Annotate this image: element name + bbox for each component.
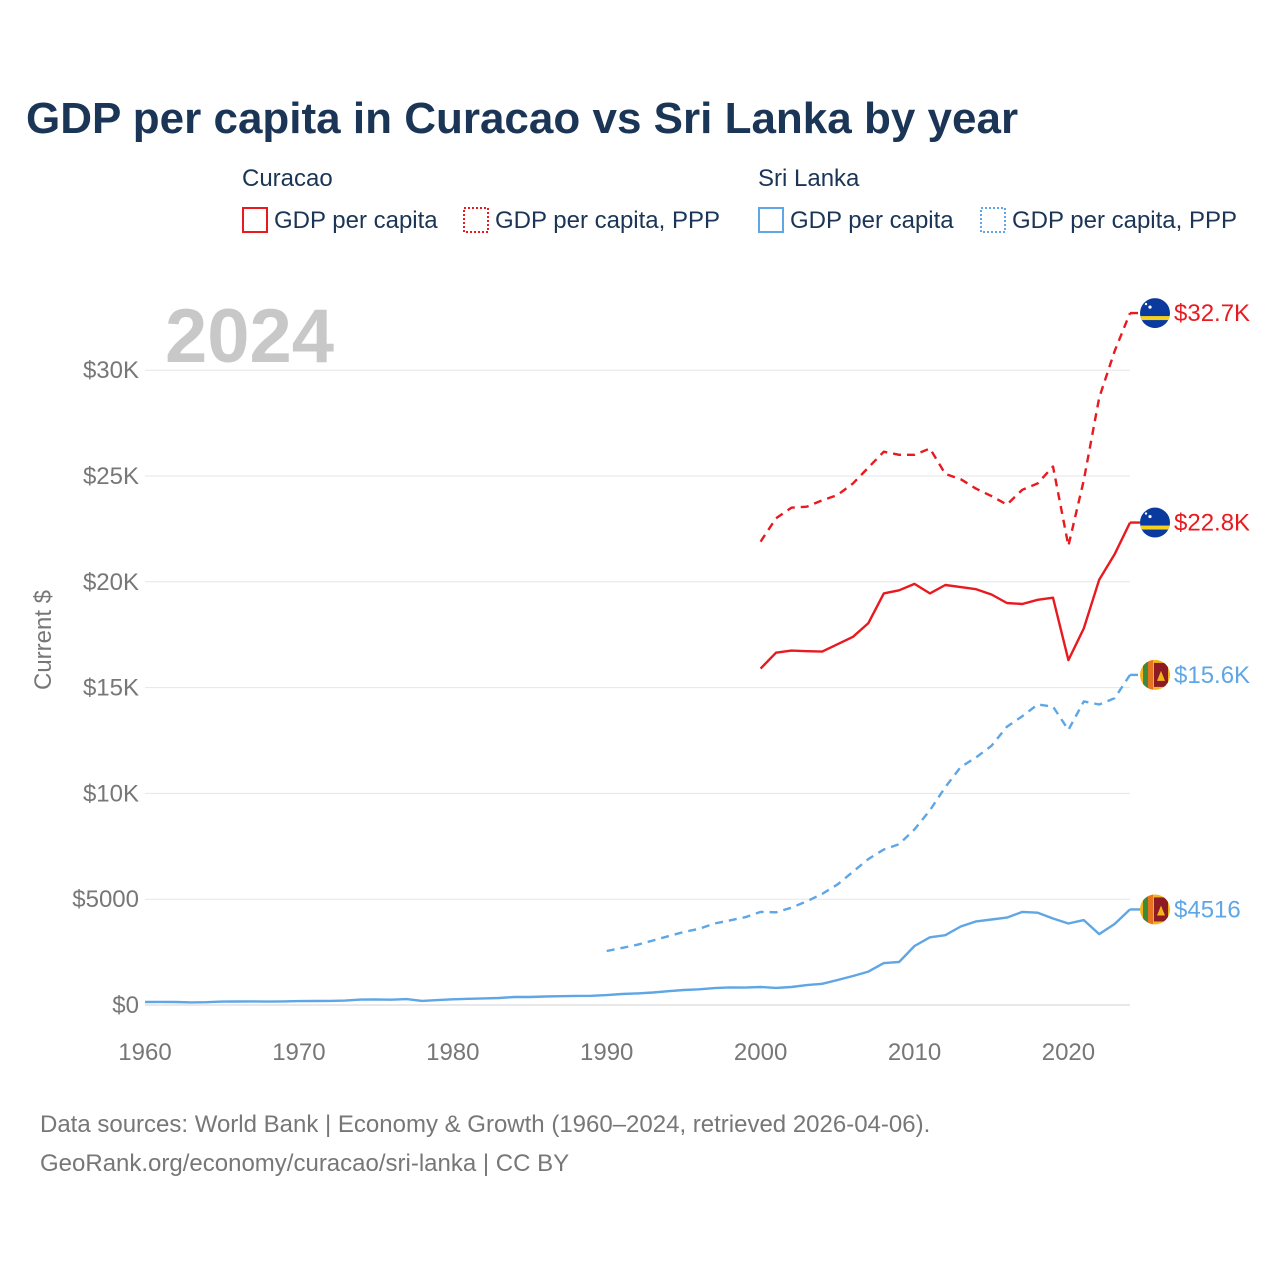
year-label: 2024	[165, 294, 334, 379]
y-tick-label: $0	[112, 992, 139, 1019]
legend-group-curacao: Curacao	[242, 165, 333, 192]
end-marker-sri-lanka: $4516	[1130, 894, 1241, 925]
y-tick-label: $10K	[83, 780, 139, 807]
legend: Curacao GDP per capita GDP per capita, P…	[242, 165, 1237, 234]
y-tick-label: $15K	[83, 675, 139, 702]
x-tick-label: 2010	[888, 1039, 941, 1066]
series-line-sri-lanka-gdp[interactable]	[144, 908, 1131, 1004]
series-line-curacao-ppp[interactable]	[759, 312, 1132, 547]
legend-label-sri-lanka-gdp[interactable]: GDP per capita	[790, 207, 954, 234]
y-tick-label: $30K	[83, 357, 139, 384]
y-tick-label: $20K	[83, 569, 139, 596]
end-marker-sri-lanka: $15.6K	[1130, 659, 1250, 690]
end-marker-curacao: $32.7K	[1130, 298, 1250, 329]
sources-line-2[interactable]: GeoRank.org/economy/curacao/sri-lanka | …	[40, 1150, 569, 1177]
y-tick-label: $5000	[72, 886, 139, 913]
x-tick-label: 1980	[426, 1039, 479, 1066]
end-value-label: $15.6K	[1174, 662, 1250, 689]
end-value-label: $32.7K	[1174, 300, 1250, 327]
chart-title: GDP per capita in Curacao vs Sri Lanka b…	[26, 94, 1018, 143]
legend-label-curacao-gdp[interactable]: GDP per capita	[274, 207, 438, 234]
series-lines	[144, 312, 1132, 1004]
grid	[145, 369, 1130, 1006]
legend-swatch-curacao-gdp[interactable]	[242, 207, 268, 233]
end-markers: $22.8K $32.7K $4516 $15.6K	[1130, 298, 1250, 925]
y-axis-title: Current $	[30, 590, 57, 690]
x-tick-label: 1990	[580, 1039, 633, 1066]
end-value-label: $22.8K	[1174, 510, 1250, 537]
x-axis: 1960 1970 1980 1990 2000 2010 2020	[118, 1039, 1095, 1066]
legend-label-sri-lanka-ppp[interactable]: GDP per capita, PPP	[1012, 207, 1237, 234]
x-tick-label: 2000	[734, 1039, 787, 1066]
end-marker-curacao: $22.8K	[1130, 507, 1250, 538]
x-tick-label: 2020	[1042, 1039, 1095, 1066]
legend-label-curacao-ppp[interactable]: GDP per capita, PPP	[495, 207, 720, 234]
legend-swatch-curacao-ppp[interactable]	[463, 207, 489, 233]
series-line-curacao-gdp[interactable]	[759, 522, 1132, 670]
y-tick-label: $25K	[83, 463, 139, 490]
x-tick-label: 1960	[118, 1039, 171, 1066]
legend-group-sri-lanka: Sri Lanka	[758, 165, 860, 192]
legend-swatch-sri-lanka-ppp[interactable]	[980, 207, 1006, 233]
end-value-label: $4516	[1174, 896, 1241, 923]
y-axis: $0 $5000 $10K $15K $20K $25K $30K	[72, 357, 139, 1019]
sources-line-1: Data sources: World Bank | Economy & Gro…	[40, 1111, 930, 1138]
x-tick-label: 1970	[272, 1039, 325, 1066]
legend-swatch-sri-lanka-gdp[interactable]	[758, 207, 784, 233]
series-line-sri-lanka-ppp[interactable]	[606, 674, 1132, 953]
